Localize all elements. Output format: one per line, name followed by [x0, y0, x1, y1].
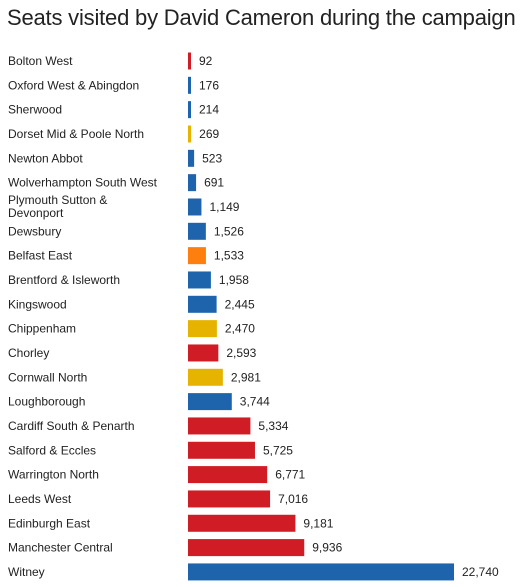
value-label-chippenham: 2,470: [225, 322, 255, 336]
bar-oxford-west-and-abingdon: [188, 76, 191, 94]
row-label-plymouth-sutton-and-devonport: Plymouth Sutton & Devonport: [8, 193, 107, 220]
bar-chippenham: [188, 320, 217, 338]
value-label-warrington-north: 6,771: [275, 468, 305, 482]
row-label-belfast-east: Belfast East: [8, 249, 73, 263]
row-label-newton-abbot: Newton Abbot: [8, 151, 83, 165]
value-label-kingswood: 2,445: [225, 297, 255, 311]
bar-witney: [188, 563, 454, 581]
bar-salford-and-eccles: [188, 441, 255, 459]
bar-plymouth-sutton-and-devonport: [188, 198, 202, 216]
row-label-bolton-west: Bolton West: [8, 54, 73, 68]
row-label-cardiff-south-and-penarth: Cardiff South & Penarth: [8, 419, 135, 433]
value-label-witney: 22,740: [462, 565, 499, 579]
bar-manchester-central: [188, 539, 305, 557]
bar-dewsbury: [188, 222, 206, 240]
bar-belfast-east: [188, 247, 206, 265]
bar-sherwood: [188, 101, 191, 119]
row-label-kingswood: Kingswood: [8, 297, 67, 311]
row-label-manchester-central: Manchester Central: [8, 541, 113, 555]
value-label-manchester-central: 9,936: [312, 541, 342, 555]
value-label-sherwood: 214: [199, 103, 219, 117]
bar-edinburgh-east: [188, 514, 296, 532]
row-label-oxford-west-and-abingdon: Oxford West & Abingdon: [8, 78, 139, 92]
value-label-belfast-east: 1,533: [214, 249, 244, 263]
bar-brentford-and-isleworth: [188, 271, 211, 289]
value-label-dewsbury: 1,526: [214, 224, 244, 238]
bar-dorset-mid-and-poole-north: [188, 125, 192, 143]
row-label-salford-and-eccles: Salford & Eccles: [8, 443, 96, 457]
bar-wolverhampton-south-west: [188, 174, 197, 192]
bar-bolton-west: [188, 52, 191, 70]
bar-cornwall-north: [188, 368, 223, 386]
row-label-witney: Witney: [8, 565, 45, 579]
value-label-leeds-west: 7,016: [278, 492, 308, 506]
value-label-brentford-and-isleworth: 1,958: [219, 273, 249, 287]
row-label-brentford-and-isleworth: Brentford & Isleworth: [8, 273, 120, 287]
bar-leeds-west: [188, 490, 271, 508]
value-label-cornwall-north: 2,981: [231, 370, 261, 384]
value-label-bolton-west: 92: [199, 54, 213, 68]
row-label-cornwall-north: Cornwall North: [8, 370, 87, 384]
bar-cardiff-south-and-penarth: [188, 417, 251, 435]
value-label-chorley: 2,593: [226, 346, 256, 360]
value-label-oxford-west-and-abingdon: 176: [199, 78, 219, 92]
value-label-edinburgh-east: 9,181: [303, 516, 333, 530]
bar-newton-abbot: [188, 149, 195, 167]
value-label-plymouth-sutton-and-devonport: 1,149: [209, 200, 239, 214]
row-label-loughborough: Loughborough: [8, 395, 85, 409]
bar-warrington-north: [188, 466, 268, 484]
row-label-sherwood: Sherwood: [8, 103, 62, 117]
value-label-loughborough: 3,744: [240, 395, 270, 409]
value-label-wolverhampton-south-west: 691: [204, 176, 224, 190]
bar-chorley: [188, 344, 219, 362]
bar-kingswood: [188, 295, 217, 313]
chart-title: Seats visited by David Cameron during th…: [7, 5, 516, 30]
row-label-edinburgh-east: Edinburgh East: [8, 516, 91, 530]
value-label-newton-abbot: 523: [202, 151, 222, 165]
value-label-cardiff-south-and-penarth: 5,334: [258, 419, 288, 433]
value-label-dorset-mid-and-poole-north: 269: [199, 127, 219, 141]
row-label-chorley: Chorley: [8, 346, 49, 360]
row-label-leeds-west: Leeds West: [8, 492, 72, 506]
row-label-wolverhampton-south-west: Wolverhampton South West: [8, 176, 158, 190]
bar-loughborough: [188, 393, 232, 411]
value-label-salford-and-eccles: 5,725: [263, 443, 293, 457]
row-label-dewsbury: Dewsbury: [8, 224, 61, 238]
row-label-warrington-north: Warrington North: [8, 468, 99, 482]
row-label-dorset-mid-and-poole-north: Dorset Mid & Poole North: [8, 127, 144, 141]
row-label-chippenham: Chippenham: [8, 322, 76, 336]
